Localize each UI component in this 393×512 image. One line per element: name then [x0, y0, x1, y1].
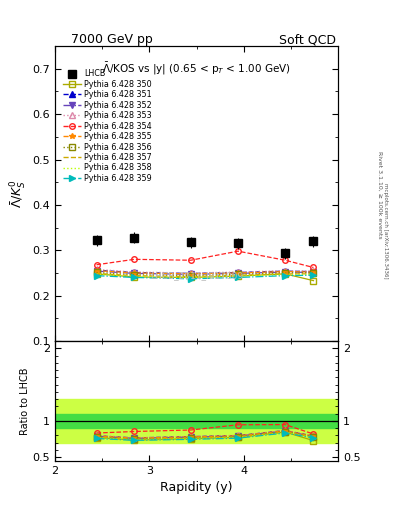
Pythia 6.428 351 [94, 267, 99, 273]
Pythia 6.428 350 [189, 274, 193, 281]
Pythia 6.428 354 [311, 264, 316, 270]
Y-axis label: Ratio to LHCB: Ratio to LHCB [20, 367, 30, 435]
Pythia 6.428 355 [132, 270, 137, 276]
Pythia 6.428 359 [94, 272, 99, 279]
Text: $\bar{\Lambda}$/KOS vs |y| (0.65 < p$_T$ < 1.00 GeV): $\bar{\Lambda}$/KOS vs |y| (0.65 < p$_T$… [102, 61, 291, 77]
Pythia 6.428 352 [311, 269, 316, 275]
Line: Pythia 6.428 355: Pythia 6.428 355 [94, 268, 316, 276]
Pythia 6.428 358 [283, 272, 288, 278]
Pythia 6.428 353 [283, 268, 288, 274]
Pythia 6.428 353 [94, 266, 99, 272]
Pythia 6.428 356 [236, 271, 241, 278]
Text: LHCB_2011_I917009: LHCB_2011_I917009 [150, 271, 243, 281]
Pythia 6.428 357 [132, 272, 137, 279]
Pythia 6.428 359 [311, 272, 316, 279]
Line: Pythia 6.428 353: Pythia 6.428 353 [94, 267, 316, 276]
Pythia 6.428 356 [311, 270, 316, 276]
Pythia 6.428 357 [311, 271, 316, 277]
Pythia 6.428 351 [132, 269, 137, 275]
Pythia 6.428 352 [94, 268, 99, 274]
Pythia 6.428 353 [311, 268, 316, 274]
Pythia 6.428 352 [189, 271, 193, 278]
Pythia 6.428 358 [132, 273, 137, 280]
Pythia 6.428 356 [132, 272, 137, 278]
Pythia 6.428 351 [311, 268, 316, 274]
Pythia 6.428 352 [132, 270, 137, 276]
Line: Pythia 6.428 352: Pythia 6.428 352 [94, 268, 316, 277]
Pythia 6.428 355 [236, 270, 241, 276]
Pythia 6.428 351 [236, 269, 241, 275]
Pythia 6.428 355 [189, 271, 193, 277]
Text: 7000 GeV pp: 7000 GeV pp [71, 33, 152, 46]
Pythia 6.428 359 [189, 276, 193, 282]
X-axis label: Rapidity (y): Rapidity (y) [160, 481, 233, 494]
Pythia 6.428 357 [283, 271, 288, 277]
Pythia 6.428 351 [283, 268, 288, 274]
Bar [55, 414, 338, 428]
Pythia 6.428 353 [236, 269, 241, 275]
Pythia 6.428 357 [189, 273, 193, 280]
Pythia 6.428 358 [236, 273, 241, 279]
Pythia 6.428 358 [189, 274, 193, 281]
Line: Pythia 6.428 359: Pythia 6.428 359 [94, 272, 316, 282]
Pythia 6.428 350 [311, 278, 316, 284]
Pythia 6.428 350 [283, 271, 288, 277]
Pythia 6.428 356 [189, 272, 193, 279]
Line: Pythia 6.428 358: Pythia 6.428 358 [97, 274, 314, 278]
Line: Pythia 6.428 357: Pythia 6.428 357 [97, 273, 314, 276]
Legend: LHCB, Pythia 6.428 350, Pythia 6.428 351, Pythia 6.428 352, Pythia 6.428 353, Py: LHCB, Pythia 6.428 350, Pythia 6.428 351… [62, 68, 154, 184]
Bar [55, 399, 338, 443]
Pythia 6.428 353 [132, 269, 137, 275]
Pythia 6.428 350 [236, 273, 241, 279]
Pythia 6.428 350 [94, 271, 99, 277]
Pythia 6.428 356 [283, 270, 288, 276]
Pythia 6.428 355 [311, 269, 316, 275]
Pythia 6.428 354 [236, 248, 241, 254]
Pythia 6.428 355 [94, 268, 99, 274]
Line: Pythia 6.428 351: Pythia 6.428 351 [94, 267, 316, 276]
Pythia 6.428 355 [283, 268, 288, 274]
Pythia 6.428 359 [132, 274, 137, 281]
Pythia 6.428 356 [94, 269, 99, 275]
Pythia 6.428 352 [236, 270, 241, 276]
Pythia 6.428 359 [236, 274, 241, 281]
Text: mcplots.cern.ch [arXiv:1306.3436]: mcplots.cern.ch [arXiv:1306.3436] [384, 183, 388, 278]
Line: Pythia 6.428 350: Pythia 6.428 350 [94, 271, 316, 284]
Line: Pythia 6.428 354: Pythia 6.428 354 [94, 248, 316, 270]
Text: Soft QCD: Soft QCD [279, 33, 336, 46]
Pythia 6.428 358 [94, 271, 99, 278]
Pythia 6.428 353 [189, 270, 193, 276]
Pythia 6.428 357 [94, 270, 99, 276]
Pythia 6.428 352 [283, 269, 288, 275]
Pythia 6.428 350 [132, 274, 137, 280]
Text: Rivet 3.1.10, ≥ 100k events: Rivet 3.1.10, ≥ 100k events [377, 151, 382, 239]
Pythia 6.428 357 [236, 272, 241, 279]
Pythia 6.428 354 [189, 257, 193, 263]
Pythia 6.428 354 [94, 262, 99, 268]
Pythia 6.428 354 [132, 256, 137, 262]
Pythia 6.428 354 [283, 257, 288, 263]
Pythia 6.428 358 [311, 272, 316, 278]
Line: Pythia 6.428 356: Pythia 6.428 356 [94, 270, 316, 279]
Pythia 6.428 351 [189, 270, 193, 276]
Pythia 6.428 359 [283, 272, 288, 279]
Y-axis label: $\bar{\Lambda}/K^0_S$: $\bar{\Lambda}/K^0_S$ [9, 179, 28, 208]
